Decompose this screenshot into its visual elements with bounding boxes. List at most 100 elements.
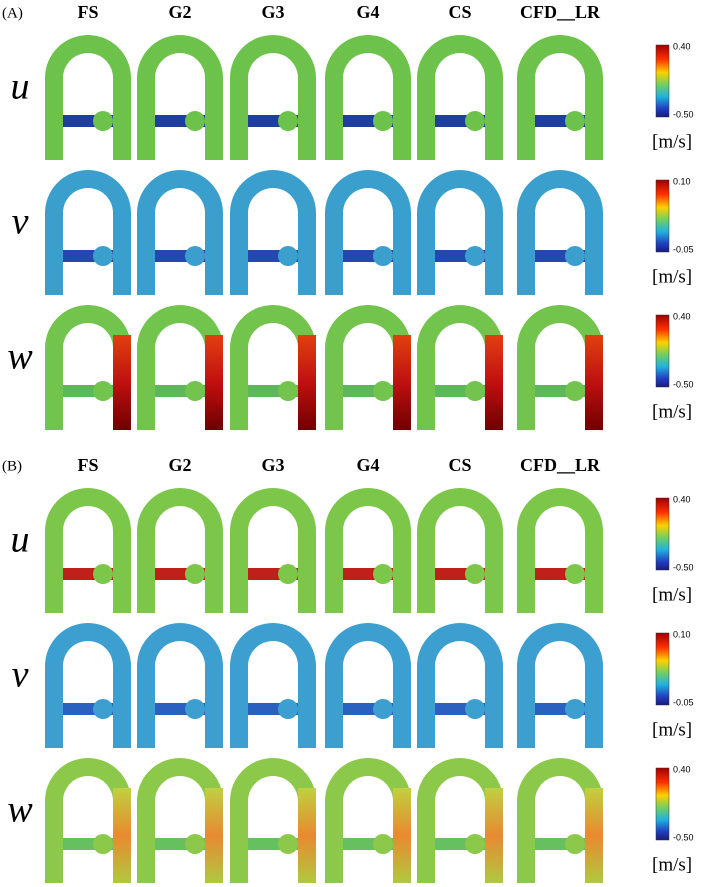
field-map [417, 488, 503, 613]
arch-leg [585, 335, 603, 430]
arch [230, 488, 316, 613]
arch-leg [485, 335, 503, 430]
column-header: CFD__LR [520, 2, 601, 22]
arch [325, 170, 411, 295]
row-symbol: u [11, 519, 30, 561]
field-map [517, 758, 603, 883]
field-map [325, 758, 411, 883]
arch [417, 623, 503, 748]
field-map [230, 623, 316, 748]
field-map [325, 623, 411, 748]
junction [185, 699, 205, 719]
junction [565, 381, 585, 401]
junction [565, 564, 585, 584]
junction [465, 699, 485, 719]
colorbar-min: -0.05 [673, 244, 694, 254]
junction [373, 111, 393, 131]
field-map [230, 35, 316, 160]
junction [465, 111, 485, 131]
colorbar-max: 0.40 [673, 764, 691, 774]
junction [93, 381, 113, 401]
field-map [230, 305, 316, 430]
arch [230, 623, 316, 748]
junction [185, 834, 205, 854]
unit-label: [m/s] [652, 266, 692, 287]
arch-leg [585, 788, 603, 883]
column-header: G4 [356, 2, 379, 22]
arch [417, 488, 503, 613]
panel-label: (A) [2, 5, 23, 21]
junction [185, 564, 205, 584]
junction [565, 246, 585, 266]
arch [45, 170, 131, 295]
field-map [137, 170, 223, 295]
column-header: FS [77, 455, 98, 475]
row-symbol: w [7, 789, 33, 831]
unit-label: [m/s] [652, 401, 692, 422]
colorbar-max: 0.10 [673, 629, 691, 639]
column-header: CFD__LR [520, 455, 601, 475]
column-header: G4 [356, 455, 379, 475]
field-map [45, 305, 131, 430]
column-header: G2 [168, 455, 191, 475]
arch [45, 35, 131, 160]
colorbar [655, 179, 670, 253]
arch [325, 35, 411, 160]
junction [373, 381, 393, 401]
colorbar-min: -0.50 [673, 109, 694, 119]
arch [230, 170, 316, 295]
junction [373, 246, 393, 266]
field-map [230, 758, 316, 883]
colorbar-min: -0.50 [673, 832, 694, 842]
field-map [137, 35, 223, 160]
junction [93, 111, 113, 131]
field-map [517, 305, 603, 430]
unit-label: [m/s] [652, 584, 692, 605]
junction [278, 246, 298, 266]
field-map [230, 170, 316, 295]
panel-label: (B) [2, 458, 22, 474]
column-header: CS [448, 2, 471, 22]
junction [373, 564, 393, 584]
colorbar [655, 314, 670, 388]
field-map [517, 623, 603, 748]
junction [185, 381, 205, 401]
junction [185, 111, 205, 131]
colorbar-max: 0.40 [673, 41, 691, 51]
arch [417, 35, 503, 160]
junction [465, 381, 485, 401]
field-map [325, 488, 411, 613]
field-map [417, 758, 503, 883]
field-map [517, 170, 603, 295]
field-map [45, 35, 131, 160]
junction [373, 834, 393, 854]
field-map [325, 35, 411, 160]
colorbar [655, 632, 670, 706]
arch-leg [393, 788, 411, 883]
junction [278, 699, 298, 719]
arch [325, 488, 411, 613]
colorbar-min: -0.50 [673, 562, 694, 572]
field-map [45, 170, 131, 295]
field-map [417, 623, 503, 748]
field-map [325, 170, 411, 295]
arch [417, 170, 503, 295]
row-symbol: w [7, 336, 33, 378]
field-map [137, 623, 223, 748]
arch [45, 488, 131, 613]
field-map [325, 305, 411, 430]
junction [93, 834, 113, 854]
field-map [45, 623, 131, 748]
junction [93, 246, 113, 266]
arch [325, 623, 411, 748]
row-symbol: v [12, 201, 29, 243]
junction [465, 246, 485, 266]
arch [137, 488, 223, 613]
junction [465, 834, 485, 854]
field-map [417, 35, 503, 160]
column-header: CS [448, 455, 471, 475]
arch-leg [298, 335, 316, 430]
junction [373, 699, 393, 719]
column-header: FS [77, 2, 98, 22]
